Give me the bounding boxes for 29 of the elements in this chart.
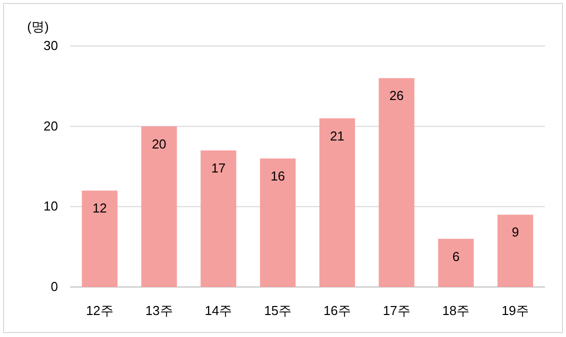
- data-label: 12: [92, 200, 107, 216]
- y-axis-title: (명): [27, 19, 49, 34]
- bar: [378, 78, 414, 287]
- data-label: 20: [152, 136, 166, 152]
- x-tick-label: 17주: [382, 303, 410, 318]
- bar: [438, 238, 474, 287]
- bar: [200, 150, 236, 287]
- bar: [82, 190, 118, 287]
- x-tick-label: 19주: [502, 303, 530, 318]
- bar: [319, 118, 355, 287]
- y-tick-label: 10: [44, 198, 58, 214]
- data-label: 16: [270, 168, 286, 184]
- x-tick-label: 12주: [86, 303, 114, 318]
- y-tick-label: 0: [50, 279, 58, 294]
- x-tick-label: 14주: [204, 303, 232, 318]
- bar: [498, 214, 534, 287]
- x-tick-label: 18주: [442, 303, 470, 318]
- data-label: 17: [211, 160, 226, 176]
- data-label: 26: [389, 88, 404, 104]
- bar: [260, 158, 296, 287]
- bar: [141, 126, 177, 287]
- y-tick-label: 20: [44, 118, 58, 134]
- x-tick-label: 15주: [264, 303, 292, 318]
- data-label: 9: [512, 224, 519, 240]
- data-label: 6: [452, 248, 460, 264]
- data-label: 21: [330, 128, 344, 144]
- y-tick-label: 30: [44, 38, 58, 53]
- x-tick-label: 16주: [323, 303, 351, 318]
- x-tick-label: 13주: [145, 303, 173, 318]
